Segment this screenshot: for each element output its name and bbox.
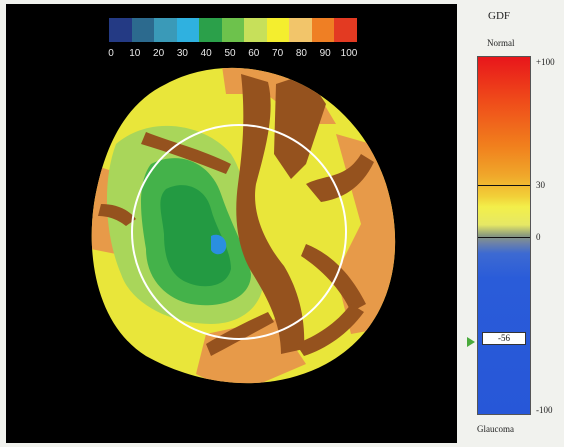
scale-label: 20 (153, 48, 165, 59)
vessel-main (236, 74, 305, 354)
scale-cell (154, 18, 177, 42)
thickness-scale-labels: 0 10 20 30 40 50 60 70 80 90 100 (103, 48, 363, 62)
scale-label: 10 (129, 48, 141, 59)
measurement-ring (131, 124, 347, 340)
vessel-lower (206, 312, 274, 356)
vessel-left-upper (141, 132, 231, 174)
scale-cell (266, 18, 289, 42)
gdf-tick-min: -100 (536, 405, 553, 415)
gdf-tick-max: +100 (536, 57, 555, 67)
scale-cell (334, 18, 357, 42)
scale-label: 90 (319, 48, 331, 59)
gdf-tick-0: 0 (536, 232, 541, 242)
scale-label: 70 (272, 48, 284, 59)
vessel-bottom-right (296, 304, 364, 356)
scale-cell (311, 18, 334, 42)
scale-cell (244, 18, 267, 42)
dark-green-area (160, 185, 231, 287)
scale-label: 50 (224, 48, 236, 59)
gdf-legend: GDF Normal +100 30 0 -100 -56 Glaucoma (462, 0, 564, 447)
scale-cell (199, 18, 222, 42)
vessel-right-lower (301, 244, 366, 312)
scale-label: 40 (200, 48, 212, 59)
gdf-title: GDF (488, 10, 511, 22)
scale-label: 0 (108, 48, 114, 59)
gdf-normal-label: Normal (487, 38, 515, 48)
gdf-color-bar: +100 30 0 -100 -56 (477, 56, 555, 415)
scale-cell (221, 18, 244, 42)
scale-cell (131, 18, 154, 42)
gdf-threshold-line-30 (478, 185, 530, 186)
vessel-right-upper (274, 74, 326, 179)
scale-cell (176, 18, 199, 42)
vessel-left-mid (98, 204, 136, 226)
gdf-current-value: -56 (482, 332, 526, 345)
vessel-right-branch (306, 154, 374, 202)
thickness-map-image (91, 67, 396, 384)
gdf-marker-arrow-icon (467, 337, 475, 347)
gdf-threshold-line-0 (478, 237, 530, 238)
scale-label: 100 (340, 48, 358, 59)
scale-cell (109, 18, 132, 42)
scale-label: 60 (248, 48, 260, 59)
blue-spot (211, 234, 227, 255)
gdf-glaucoma-label: Glaucoma (477, 424, 514, 434)
retinal-thickness-map: 0 10 20 30 40 50 60 70 80 90 100 (6, 4, 457, 443)
scale-label: 30 (176, 48, 188, 59)
scale-cell (289, 18, 312, 42)
gdf-tick-30: 30 (536, 180, 545, 190)
scale-label: 80 (295, 48, 307, 59)
thickness-color-scale (109, 18, 357, 42)
